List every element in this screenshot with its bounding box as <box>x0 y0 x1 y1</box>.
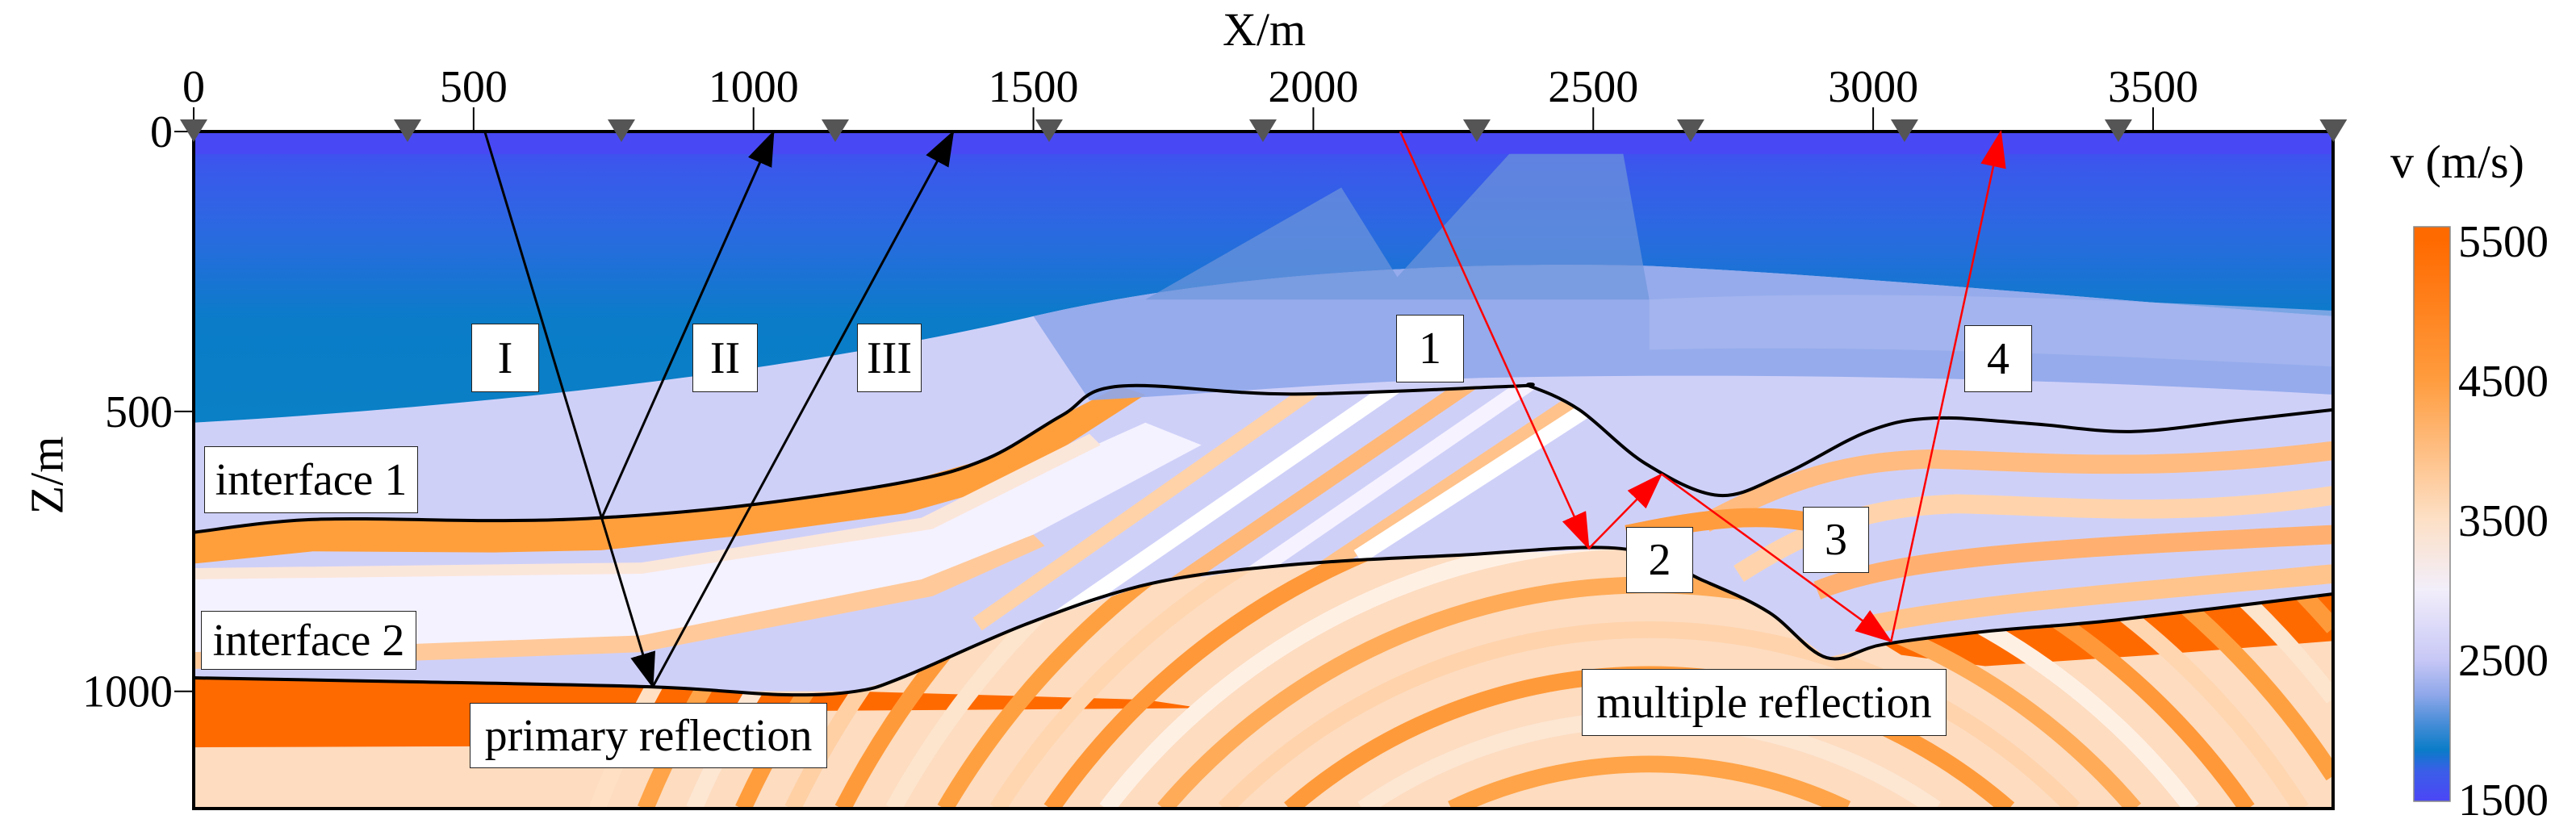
ray-II-segment <box>600 130 776 519</box>
colorbar-gradient <box>2413 226 2451 802</box>
receiver-triangle-icon <box>1248 119 1277 142</box>
primary-reflection-label: primary reflection <box>470 703 827 768</box>
ray-multiple-segment <box>1890 130 2006 642</box>
ray-label-II: II <box>692 324 758 392</box>
segment-label-4: 4 <box>1964 325 2032 392</box>
velocity-layer-arc <box>1448 755 1851 809</box>
ray-multiple-segment <box>1399 131 1590 550</box>
velocity-layer-arc <box>1218 621 2080 809</box>
velocity-layer-arc <box>1099 548 2199 809</box>
receiver-triangle-icon <box>607 119 635 142</box>
receiver-triangle-icon <box>393 119 421 142</box>
ray-multiple-segment <box>1587 473 1663 550</box>
ray-label-I: I <box>471 324 539 392</box>
segment-label-3: 3 <box>1803 507 1869 573</box>
colorbar-tick-label: 1500 <box>2458 775 2549 826</box>
z-axis: 0 500 1000 <box>82 107 194 717</box>
receiver-triangle-icon <box>821 119 849 142</box>
segment-label-2: 2 <box>1626 527 1693 593</box>
receiver-triangle-icon <box>1462 119 1491 142</box>
interface-2-label: interface 2 <box>201 611 416 670</box>
interface-2-curve <box>193 545 2334 697</box>
ray-III-segment <box>651 130 955 688</box>
receiver-triangle-icon <box>1890 119 1918 142</box>
ray-label-III: III <box>857 324 922 392</box>
ray-paths <box>483 130 2006 689</box>
z-tick-label: 0 <box>150 107 173 157</box>
colorbar: 5500 4500 3500 2500 1500 <box>2413 217 2549 826</box>
receiver-triangle-icon <box>2104 119 2132 142</box>
colorbar-tick-label: 3500 <box>2458 496 2549 546</box>
x-tick-label: 2500 <box>1548 62 1638 112</box>
colorbar-tick-label: 5500 <box>2458 217 2549 267</box>
colorbar-tick-label: 2500 <box>2458 636 2549 686</box>
ray-multiple-segment <box>1661 473 1892 643</box>
receiver-triangle-icon <box>2319 119 2348 142</box>
x-tick-label: 1000 <box>709 62 799 112</box>
receiver-markers <box>180 119 2348 142</box>
x-tick-label: 2000 <box>1268 62 1358 112</box>
interface-1-label: interface 1 <box>204 446 418 513</box>
x-tick-label: 3500 <box>2108 62 2198 112</box>
velocity-field <box>194 132 2334 809</box>
receiver-triangle-icon <box>1676 119 1704 142</box>
interface-1-curve <box>193 382 2334 534</box>
receiver-triangle-icon <box>1035 119 1063 142</box>
x-tick-label: 3000 <box>1828 62 1918 112</box>
ray-I-segment <box>483 131 655 689</box>
velocity-layer-arc <box>989 548 2309 809</box>
z-tick-label: 1000 <box>82 667 173 717</box>
interface-curves <box>193 382 2334 697</box>
colorbar-title: v (m/s) <box>2390 136 2524 188</box>
segment-label-1: 1 <box>1396 315 1464 382</box>
x-tick-label: 0 <box>182 62 205 112</box>
x-tick-label: 500 <box>440 62 508 112</box>
x-axis: 0 500 1000 1500 2000 2500 3000 3500 <box>182 62 2198 132</box>
multiple-reflection-label: multiple reflection <box>1582 669 1947 736</box>
velocity-layer-arc <box>1043 548 2255 809</box>
x-axis-title: X/m <box>1223 3 1307 56</box>
colorbar-tick-label: 4500 <box>2458 357 2549 407</box>
z-tick-label: 500 <box>105 387 173 437</box>
x-tick-label: 1500 <box>989 62 1079 112</box>
receiver-triangle-icon <box>180 119 207 142</box>
z-axis-title: Z/m <box>20 436 73 515</box>
